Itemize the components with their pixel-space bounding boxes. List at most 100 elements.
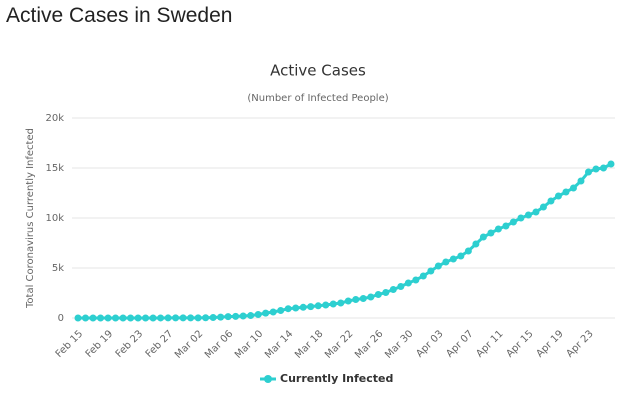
point	[247, 312, 255, 320]
point	[434, 262, 442, 270]
point	[217, 313, 225, 321]
point	[382, 289, 390, 296]
x-tick-label: Mar 06	[203, 328, 235, 360]
x-tick-label: Feb 23	[114, 328, 146, 360]
point	[472, 240, 480, 248]
y-tick-label: 10k	[45, 213, 64, 224]
point	[532, 208, 540, 216]
point	[232, 312, 240, 320]
y-tick-label: 20k	[45, 113, 64, 124]
point	[254, 311, 262, 318]
point	[269, 308, 277, 316]
point	[404, 279, 412, 287]
point	[367, 293, 375, 301]
x-tick-label: Apr 07	[444, 328, 475, 359]
point	[194, 314, 202, 322]
point	[149, 314, 157, 322]
y-axis-label: Total Coronavirus Currently Infected	[25, 128, 36, 309]
point	[554, 192, 562, 200]
point	[464, 247, 472, 255]
point	[262, 309, 270, 317]
point	[172, 314, 180, 322]
point	[104, 314, 112, 322]
point	[524, 211, 532, 219]
x-tick-label: Mar 14	[263, 328, 295, 360]
point	[584, 168, 592, 176]
point	[157, 314, 165, 322]
point	[299, 303, 307, 311]
point	[419, 272, 427, 280]
point	[547, 197, 555, 205]
legend-marker	[264, 375, 272, 383]
x-tick-label: Apr 15	[504, 328, 535, 359]
point	[479, 233, 487, 241]
point	[284, 305, 292, 313]
point	[89, 314, 97, 322]
point	[329, 300, 337, 308]
x-tick-label: Apr 11	[474, 328, 505, 359]
point	[239, 312, 247, 320]
point	[337, 299, 345, 307]
point	[517, 214, 525, 222]
point	[82, 314, 90, 322]
chart-title: Active Cases	[270, 62, 366, 80]
point	[359, 295, 367, 302]
point	[119, 314, 127, 322]
point	[179, 314, 187, 322]
x-tick-label: Feb 15	[54, 328, 86, 360]
page-title: Active Cases in Sweden	[6, 4, 233, 27]
point	[97, 314, 105, 322]
point	[142, 314, 150, 322]
point	[509, 218, 517, 226]
x-tick-label: Apr 19	[534, 328, 565, 359]
point	[307, 303, 315, 311]
point	[562, 188, 570, 196]
point	[164, 314, 172, 322]
point	[209, 314, 217, 321]
point	[502, 222, 510, 230]
x-tick-label: Mar 30	[383, 328, 415, 360]
chart-subtitle: (Number of Infected People)	[247, 93, 388, 104]
x-tick-label: Mar 02	[173, 328, 205, 360]
point	[187, 314, 195, 322]
y-tick-label: 15k	[45, 163, 64, 174]
x-tick-label: Feb 27	[144, 328, 176, 360]
point	[494, 225, 502, 233]
x-tick-label: Mar 18	[293, 328, 325, 360]
point	[224, 313, 232, 321]
line	[78, 162, 612, 320]
x-tick-label: Mar 22	[323, 328, 355, 360]
point	[592, 165, 600, 173]
point	[127, 314, 135, 322]
point	[397, 283, 405, 290]
point	[457, 252, 465, 260]
x-tick-label: Feb 19	[84, 328, 116, 360]
point	[427, 267, 435, 275]
point	[607, 160, 615, 168]
point	[539, 203, 547, 211]
point	[577, 177, 585, 185]
point	[442, 258, 450, 266]
point	[202, 314, 210, 322]
x-tick-label: Apr 23	[564, 328, 595, 359]
point	[487, 229, 495, 237]
legend-label: Currently Infected	[280, 372, 393, 385]
point	[134, 314, 142, 322]
point	[352, 296, 360, 303]
point	[569, 184, 577, 192]
point	[292, 304, 300, 312]
point	[412, 276, 420, 284]
x-tick-label: Mar 26	[353, 328, 385, 360]
point	[389, 286, 397, 293]
x-tick-label: Mar 10	[233, 328, 265, 360]
point	[74, 314, 82, 322]
y-tick-label: 5k	[52, 263, 64, 274]
x-tick-label: Apr 03	[414, 328, 445, 359]
point	[599, 164, 607, 172]
point	[314, 302, 322, 310]
point	[322, 301, 330, 309]
point	[112, 314, 120, 322]
y-tick-label: 0	[58, 313, 64, 324]
